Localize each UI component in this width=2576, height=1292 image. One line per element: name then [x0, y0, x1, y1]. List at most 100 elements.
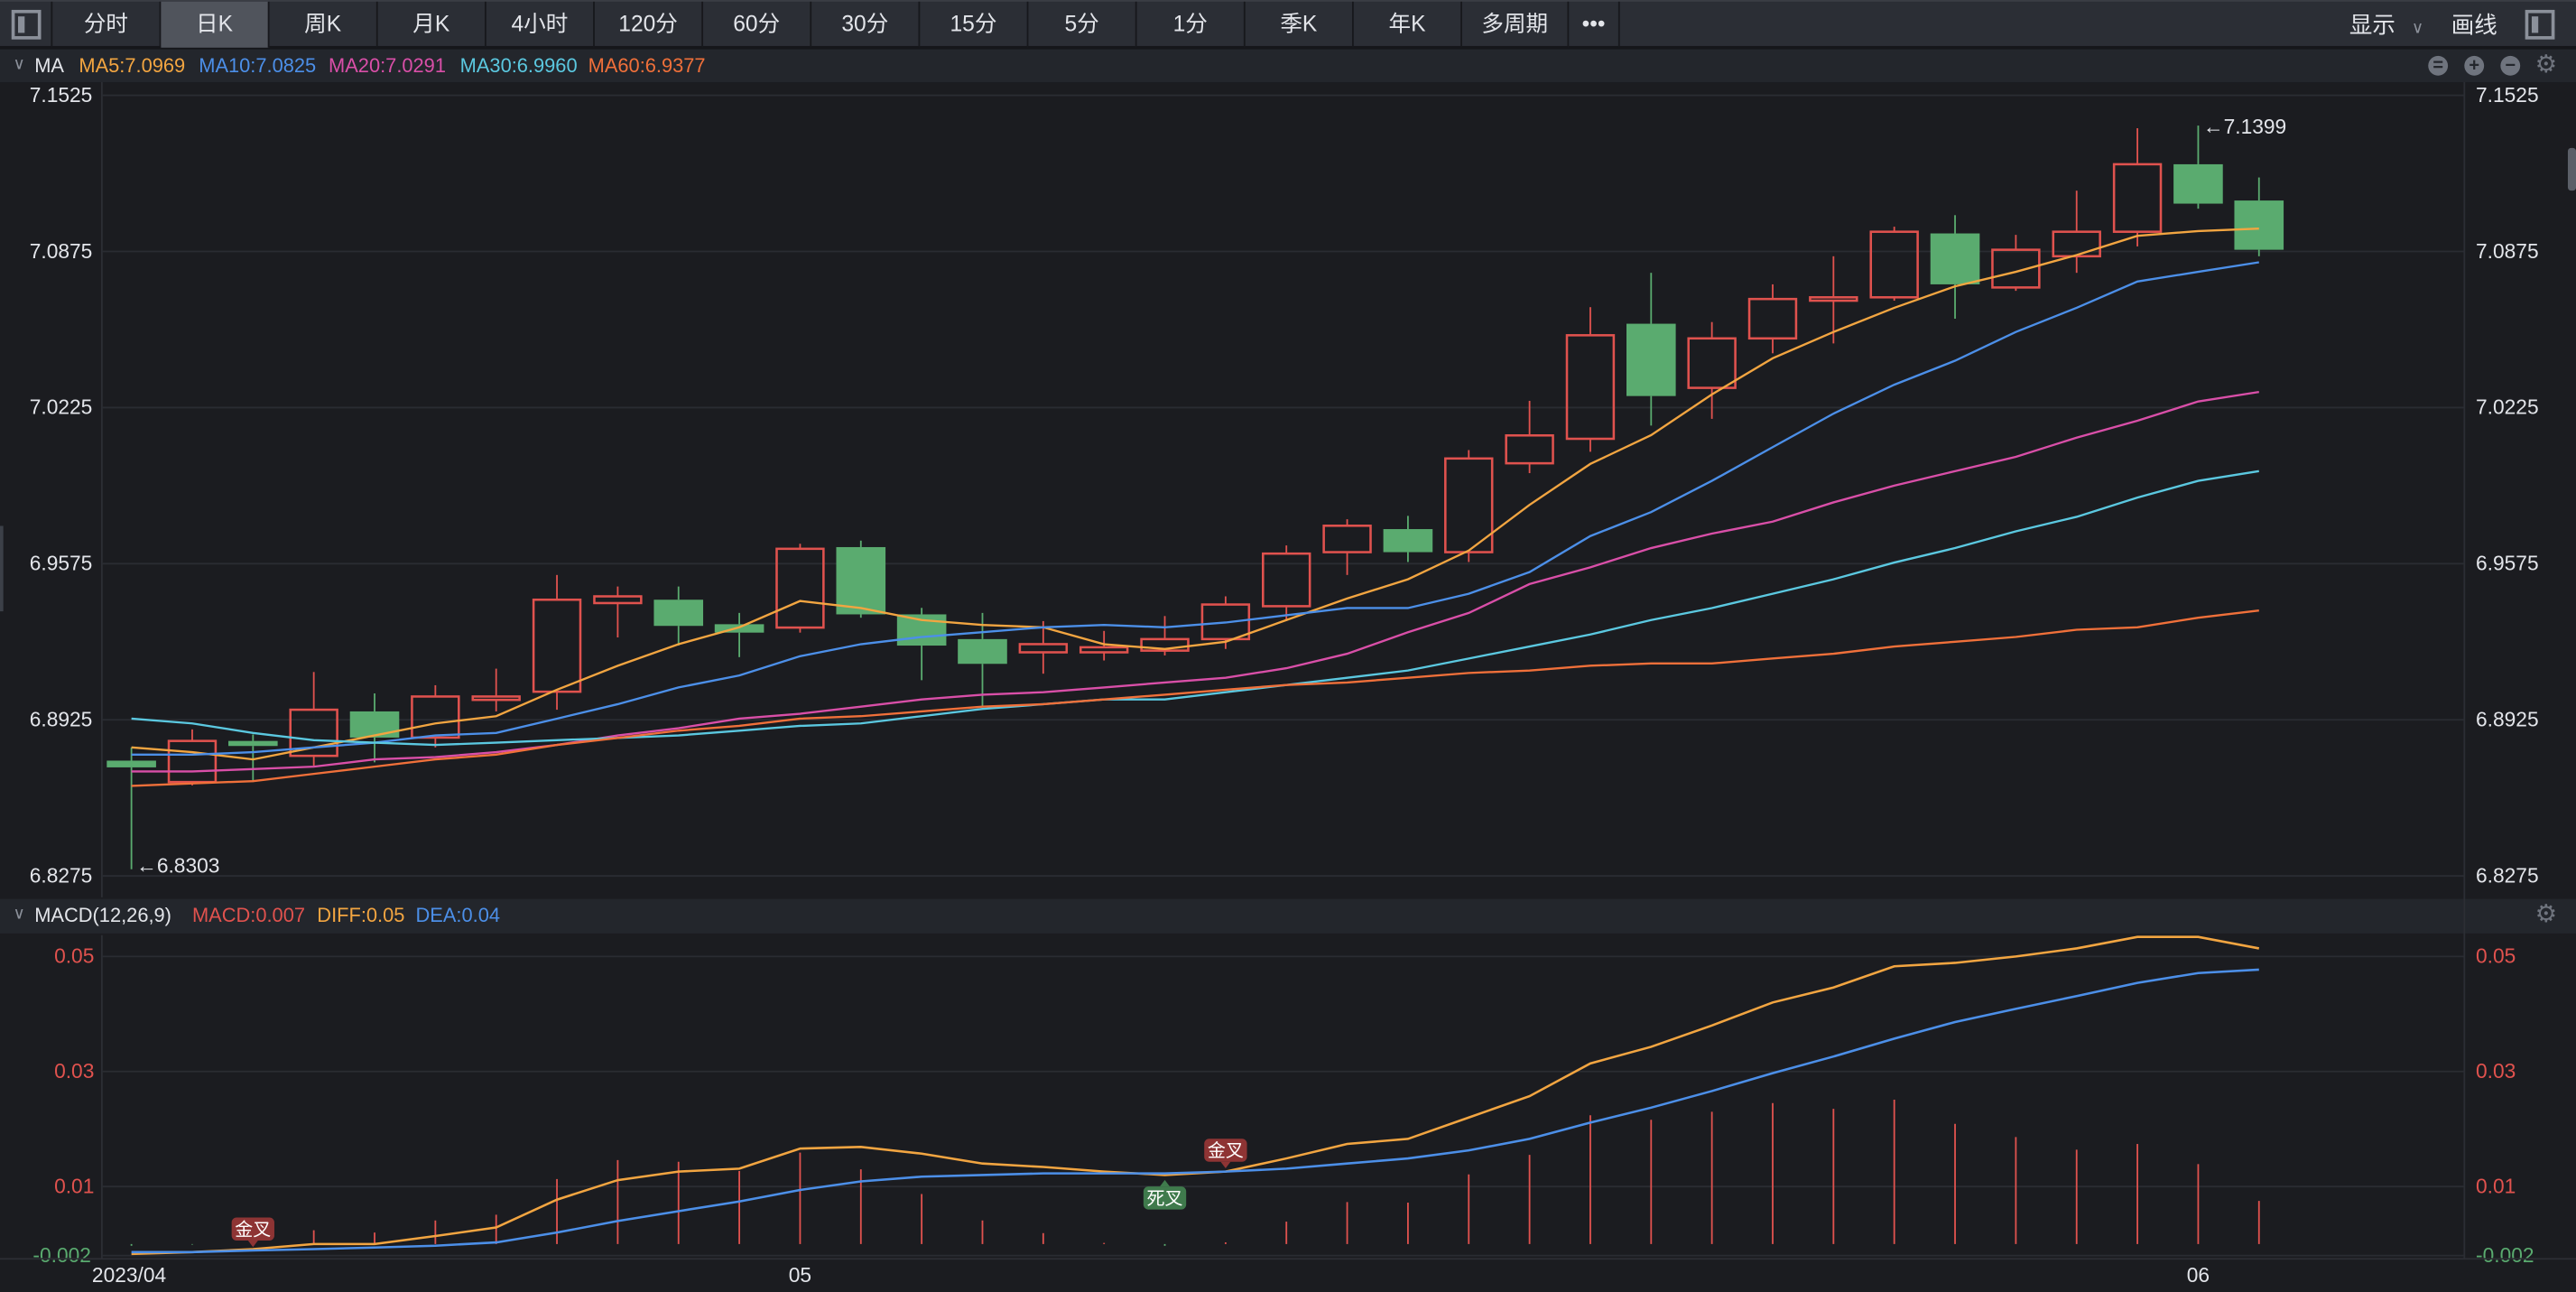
- candle-up: [1262, 545, 1311, 621]
- tab-label: 年K: [1388, 11, 1426, 37]
- price-tick-right: 6.8925: [2476, 708, 2539, 731]
- tab-period[interactable]: 多周期: [1462, 1, 1570, 48]
- ma10-value: MA10:7.0825: [199, 54, 317, 78]
- candle-body: [1444, 457, 1494, 553]
- low-price-marker: ←6.8303: [136, 853, 219, 877]
- ma60-value: MA60:6.9377: [588, 54, 706, 78]
- candle-body: [1383, 529, 1433, 553]
- candle-down: [107, 747, 156, 869]
- candle-body: [1930, 233, 1980, 284]
- collapse-chevron-icon[interactable]: ∨: [13, 55, 25, 74]
- golden-cross-badge: 金叉: [231, 1217, 274, 1248]
- collapse-chevron-icon[interactable]: ∨: [13, 905, 25, 924]
- candle-down: [1626, 273, 1676, 426]
- price-tick-right: 7.0875: [2476, 239, 2539, 263]
- tab-period[interactable]: 5分: [1028, 1, 1137, 48]
- badge-pointer: [1220, 1161, 1231, 1168]
- candle-up: [1444, 450, 1494, 562]
- vertical-scrollbar[interactable]: [2567, 147, 2576, 191]
- panel-toggle-icon: [2525, 9, 2555, 40]
- badge-label: 金叉: [235, 1220, 271, 1241]
- tab-period[interactable]: 周K: [270, 1, 378, 48]
- diff-value: DIFF:0.05: [317, 904, 405, 927]
- ma-line-ma30: [131, 469, 2259, 747]
- badge-pointer: [247, 1240, 258, 1248]
- gear-icon[interactable]: ⚙: [2534, 900, 2558, 929]
- ma-title: MA: [34, 54, 64, 78]
- tab-label: 15分: [950, 11, 997, 37]
- tab-period[interactable]: 15分: [920, 1, 1029, 48]
- price-tick-right: 7.1525: [2476, 83, 2539, 107]
- candle-up: [1991, 235, 2041, 292]
- candle-up: [1747, 283, 1798, 354]
- draw-line-label: 画线: [2451, 11, 2497, 38]
- tab-period[interactable]: 年K: [1354, 1, 1462, 48]
- candle-body: [836, 546, 886, 615]
- tab-period[interactable]: 30分: [811, 1, 921, 48]
- tab-label: 4小时: [511, 11, 569, 37]
- tab-period[interactable]: 120分: [595, 1, 704, 48]
- more-periods-button[interactable]: •••: [1569, 1, 1620, 48]
- golden-cross-badge: 金叉: [1204, 1139, 1247, 1168]
- tab-period[interactable]: 分时: [52, 1, 162, 48]
- display-label: 显示: [2349, 11, 2395, 38]
- display-dropdown[interactable]: 显示 ∨: [2349, 2, 2423, 48]
- badge-bg: [231, 1217, 274, 1241]
- candle-body: [289, 708, 338, 758]
- chevron-down-icon: ∨: [2411, 19, 2424, 38]
- tab-period[interactable]: 季K: [1246, 1, 1354, 48]
- candle-down: [2234, 177, 2284, 256]
- zoom-in-icon[interactable]: +: [2464, 55, 2485, 76]
- sidebar-toggle-button[interactable]: [0, 1, 53, 48]
- macd-tick-left: 0.05: [54, 944, 94, 968]
- candle-body: [532, 598, 582, 693]
- candle-down: [2173, 125, 2223, 209]
- tab-label: 月K: [412, 11, 450, 37]
- gear-icon[interactable]: ⚙: [2534, 51, 2558, 79]
- panel-toggle-icon: [11, 9, 42, 40]
- macd-value: MACD:0.007: [191, 904, 306, 927]
- macd-tick-right: 0.01: [2476, 1174, 2516, 1197]
- candle-body: [1626, 323, 1676, 396]
- tab-label: 周K: [304, 11, 342, 37]
- candle-body: [1869, 230, 1919, 299]
- candle-body: [228, 740, 278, 747]
- candle-body: [167, 739, 218, 784]
- tab-period[interactable]: 月K: [378, 1, 486, 48]
- candle-up: [1018, 620, 1069, 674]
- candle-body: [593, 595, 643, 605]
- ma-indicator-header: ∨ MA MA5:7.0969 MA10:7.0825 MA20:7.0291 …: [0, 49, 2576, 83]
- collapse-icon[interactable]: =: [2428, 55, 2449, 76]
- macd-tick-left: -0.002: [32, 1243, 91, 1267]
- tab-period[interactable]: 4小时: [486, 1, 595, 48]
- price-tick-right: 6.9575: [2476, 552, 2539, 575]
- candle-up: [532, 574, 582, 711]
- tab-label: 1分: [1172, 11, 1208, 37]
- candle-body: [775, 547, 825, 629]
- tab-period[interactable]: 日K: [161, 1, 270, 48]
- tab-period[interactable]: 60分: [703, 1, 812, 48]
- right-panel-toggle-button[interactable]: [2514, 2, 2576, 48]
- draw-line-button[interactable]: 画线: [2451, 2, 2497, 48]
- left-edge-handle[interactable]: [0, 525, 4, 612]
- ma-line-ma5: [131, 228, 2259, 761]
- zoom-out-icon[interactable]: −: [2500, 55, 2521, 76]
- tab-period[interactable]: 1分: [1137, 1, 1246, 48]
- ma20-value: MA20:7.0291: [329, 54, 446, 78]
- candle-body: [1747, 297, 1798, 340]
- candle-body: [714, 624, 764, 633]
- candle-body: [2052, 230, 2101, 258]
- candle-down: [349, 692, 400, 763]
- tab-label: 季K: [1280, 11, 1318, 37]
- tab-label: 5分: [1064, 11, 1099, 37]
- tab-label: 120分: [618, 11, 678, 37]
- macd-tick-right: 0.05: [2476, 944, 2516, 968]
- price-tick-left: 6.8275: [30, 863, 93, 887]
- candle-up: [2052, 191, 2101, 274]
- price-tick-right: 7.0225: [2476, 395, 2539, 419]
- candle-down: [653, 586, 704, 646]
- ma-line-ma10: [131, 261, 2259, 757]
- macd-tick-right: 0.03: [2476, 1059, 2516, 1083]
